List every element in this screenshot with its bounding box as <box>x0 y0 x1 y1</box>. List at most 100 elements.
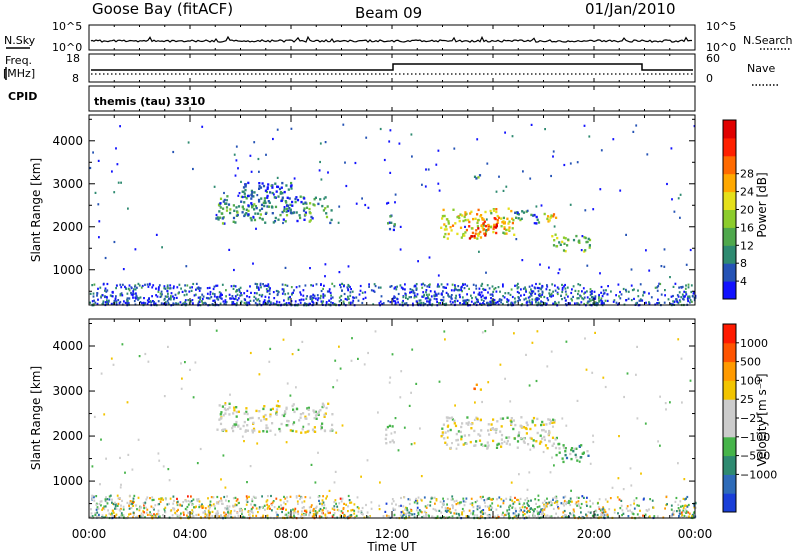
echo-cell <box>233 209 236 212</box>
echo-cell <box>678 509 681 512</box>
echo-cell <box>393 431 396 434</box>
power-plot-frame <box>88 114 696 306</box>
echo-cell <box>350 514 353 517</box>
echo-cell <box>543 505 545 508</box>
echo-cell <box>231 295 234 298</box>
echo-cell <box>625 299 627 302</box>
echo-cell <box>195 505 197 508</box>
echo-cell <box>310 504 313 507</box>
echo-cell <box>93 283 96 286</box>
echo-cell <box>659 395 661 398</box>
echo-cell <box>478 516 481 519</box>
echo-cell <box>443 437 446 440</box>
echo-cell <box>502 499 505 502</box>
echo-cell <box>500 498 503 501</box>
echo-cell <box>383 158 386 162</box>
echo-cell <box>440 226 443 229</box>
echo-cell <box>538 294 541 297</box>
echo-cell <box>102 300 105 303</box>
echo-cell <box>534 514 536 518</box>
echo-cell <box>316 294 319 297</box>
echo-cell <box>266 196 269 199</box>
freq-tick-bottom: 8 <box>72 72 79 85</box>
echo-cell <box>635 124 638 127</box>
echo-cell <box>490 297 492 300</box>
echo-cell <box>462 443 465 446</box>
echo-cell <box>455 288 457 291</box>
echo-cell <box>123 300 125 303</box>
echo-cell <box>157 509 160 512</box>
echo-cell <box>255 409 258 413</box>
echo-cell <box>196 499 199 503</box>
echo-cell <box>502 283 504 286</box>
nsearch-label: N.Search <box>743 34 793 47</box>
echo-cell <box>237 167 239 170</box>
freq-tick-top: 18 <box>66 52 80 65</box>
echo-cell <box>367 351 369 355</box>
echo-cell <box>427 297 430 300</box>
echo-cell <box>282 338 285 341</box>
echo-cell <box>154 504 157 507</box>
echo-cell <box>333 512 336 515</box>
echo-cell <box>501 221 504 224</box>
echo-cell <box>236 498 239 501</box>
echo-cell <box>328 299 331 302</box>
echo-cell <box>693 511 695 514</box>
echo-cell <box>395 503 397 506</box>
echo-cell <box>191 299 194 302</box>
echo-cell <box>264 508 266 511</box>
echo-cell <box>441 217 444 220</box>
echo-cell <box>218 500 221 503</box>
echo-cell <box>483 303 486 306</box>
echo-cell <box>233 297 236 301</box>
echo-cell <box>552 498 554 501</box>
echo-cell <box>577 290 580 293</box>
echo-cell <box>621 514 623 517</box>
echo-cell <box>305 509 308 512</box>
echo-cell <box>155 233 158 236</box>
echo-cell <box>408 404 411 407</box>
echo-cell <box>140 286 143 289</box>
echo-cell <box>370 289 373 292</box>
echo-cell <box>217 502 220 505</box>
echo-cell <box>159 295 162 298</box>
echo-cell <box>692 515 695 518</box>
echo-cell <box>477 293 480 296</box>
echo-cell <box>280 422 283 426</box>
echo-cell <box>528 504 530 508</box>
echo-cell <box>475 284 477 287</box>
beam-title: Beam 09 <box>355 4 422 22</box>
echo-cell <box>530 499 532 502</box>
echo-cell <box>415 382 418 385</box>
echo-cell <box>234 297 237 300</box>
echo-cell <box>271 422 274 425</box>
echo-cell <box>313 198 316 201</box>
echo-cell <box>111 290 114 294</box>
echo-cell <box>682 509 685 512</box>
echo-cell <box>458 289 460 292</box>
echo-cell <box>543 513 546 516</box>
echo-cell <box>227 203 231 206</box>
echo-cell <box>537 511 540 514</box>
echo-cell <box>262 201 265 205</box>
echo-cell <box>328 489 331 492</box>
echo-cell <box>555 436 558 440</box>
echo-cell <box>388 221 391 224</box>
echo-cell <box>265 418 268 421</box>
echo-cell <box>488 433 491 436</box>
echo-cell <box>310 295 313 298</box>
echo-cell <box>524 506 526 509</box>
echo-cell <box>398 142 401 145</box>
echo-cell <box>435 298 438 301</box>
echo-cell <box>583 296 586 299</box>
echo-cell <box>531 291 534 295</box>
echo-cell <box>263 204 266 208</box>
echo-cell <box>552 150 555 153</box>
echo-cell <box>439 302 442 305</box>
echo-cell <box>173 298 175 301</box>
echo-cell <box>250 507 253 511</box>
echo-cell <box>206 287 209 290</box>
echo-cell <box>157 300 160 303</box>
echo-cell <box>414 284 416 287</box>
echo-cell <box>213 185 216 188</box>
